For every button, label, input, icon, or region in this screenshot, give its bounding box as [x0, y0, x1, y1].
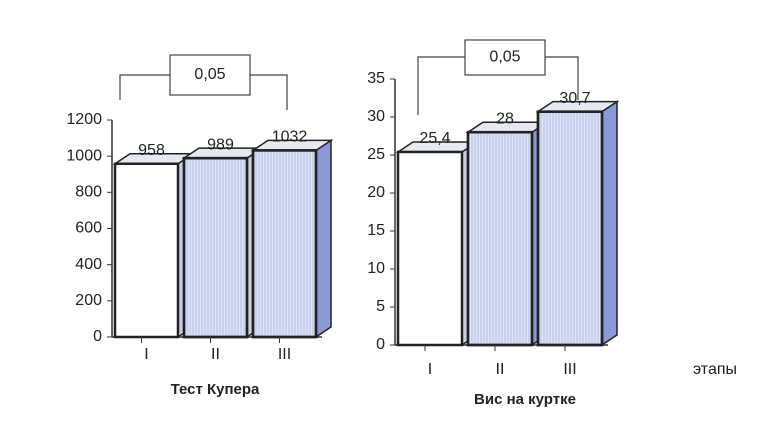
value-label: 30,7	[559, 90, 590, 107]
bar	[113, 162, 180, 339]
value-label: 989	[207, 136, 234, 153]
y-tick-label: 20	[367, 184, 385, 201]
y-tick-label: 5	[376, 298, 385, 315]
annotation-box	[169, 54, 251, 96]
y-tick-label: 30	[367, 108, 385, 125]
bar-stripes	[182, 156, 249, 339]
y-tick-label: 400	[75, 256, 102, 273]
bar-side	[315, 138, 332, 339]
y-tick-label: 35	[367, 70, 385, 87]
x-axis-label: этапы	[693, 361, 737, 378]
bar-side	[601, 100, 618, 347]
axis-title: Вис на куртке	[474, 391, 576, 408]
y-tick-label: 25	[367, 146, 385, 163]
x-tick-label: III	[278, 346, 291, 363]
y-tick-label: 200	[75, 292, 102, 309]
y-tick-label: 15	[367, 222, 385, 239]
y-tick-label: 0	[376, 336, 385, 353]
annotation: 0,05	[194, 66, 225, 83]
bar	[396, 150, 464, 347]
annotation: 0,05	[489, 49, 520, 66]
x-tick-label: II	[211, 346, 220, 363]
y-tick-label: 800	[75, 184, 102, 201]
annotation-box	[464, 39, 546, 76]
y-tick-label: 10	[367, 260, 385, 277]
bar-stripes	[466, 130, 534, 347]
value-label: 958	[138, 142, 165, 159]
value-label: 1032	[272, 129, 308, 146]
x-tick-label: II	[496, 361, 505, 378]
value-label: 25,4	[419, 130, 450, 147]
bar-stripes	[536, 110, 604, 347]
value-label: 28	[496, 110, 514, 127]
y-tick-label: 600	[75, 220, 102, 237]
x-tick-label: I	[144, 346, 148, 363]
axis-title: Тест Купера	[171, 381, 260, 398]
y-tick-label: 0	[93, 328, 102, 345]
y-tick-label: 1000	[66, 147, 102, 164]
bar-stripes	[251, 149, 318, 339]
x-tick-label: III	[563, 361, 576, 378]
y-tick-label: 1200	[66, 111, 102, 128]
x-tick-label: I	[428, 361, 432, 378]
